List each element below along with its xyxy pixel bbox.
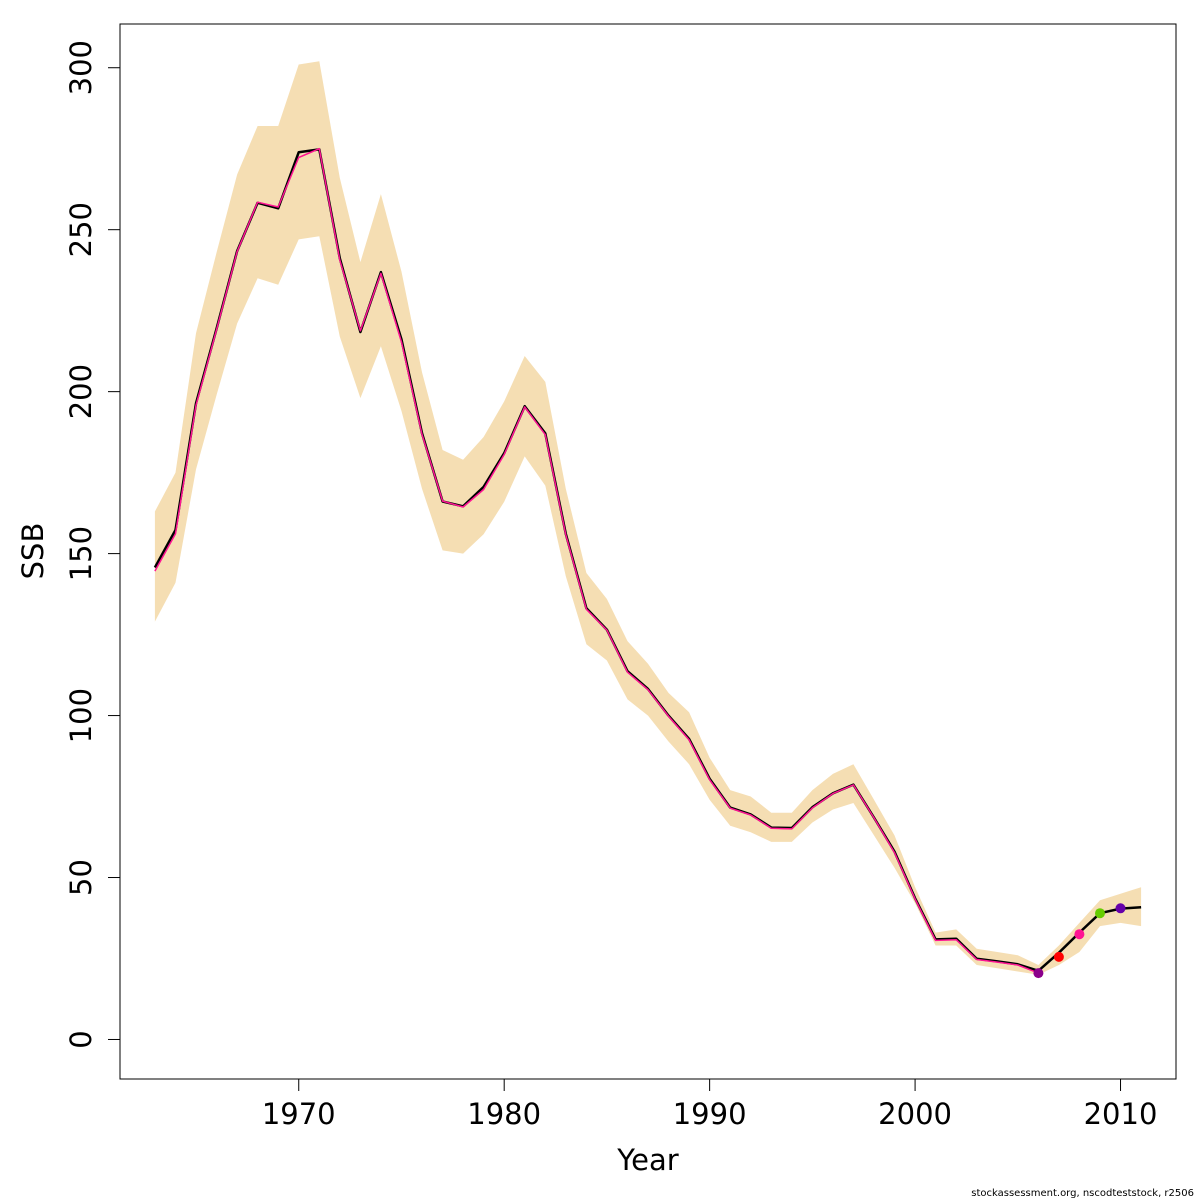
y-tick-label-150: 150 [64, 526, 98, 581]
x-tick-label-1970: 1970 [262, 1097, 336, 1131]
retro-point-2008 [1074, 929, 1085, 940]
y-tick-label-250: 250 [64, 202, 98, 257]
retro-point-layer [1033, 903, 1126, 979]
y-tick-label-50: 50 [64, 859, 98, 896]
x-axis-title: Year [616, 1143, 678, 1177]
x-tick-label-2000: 2000 [878, 1097, 952, 1131]
footnote: stockassessment.org, nscodteststock, r25… [971, 1188, 1194, 1199]
confidence-band [154, 61, 1142, 975]
series-line-layer [153, 147, 1142, 974]
retro-point-2006 [1033, 968, 1044, 979]
y-tick-label-0: 0 [64, 1030, 98, 1048]
retro-point-2010 [1115, 903, 1126, 914]
y-axis: 0 50 100 150 200 250 300 [64, 40, 121, 1049]
ssb-main-line [153, 148, 1142, 973]
x-tick-label-1990: 1990 [673, 1097, 747, 1131]
x-tick-label-1980: 1980 [467, 1097, 541, 1131]
confidence-band-layer [154, 61, 1142, 975]
ssb-retro-line [154, 147, 1039, 974]
x-tick-label-2010: 2010 [1084, 1097, 1158, 1131]
y-tick-label-100: 100 [64, 688, 98, 743]
y-tick-label-200: 200 [64, 364, 98, 419]
retro-point-2009 [1095, 908, 1105, 919]
retro-point-2007 [1053, 951, 1064, 962]
y-axis-title: SSB [16, 523, 50, 580]
x-axis: 1970 1980 1990 2000 2010 [262, 1078, 1158, 1131]
y-tick-label-300: 300 [64, 40, 98, 95]
